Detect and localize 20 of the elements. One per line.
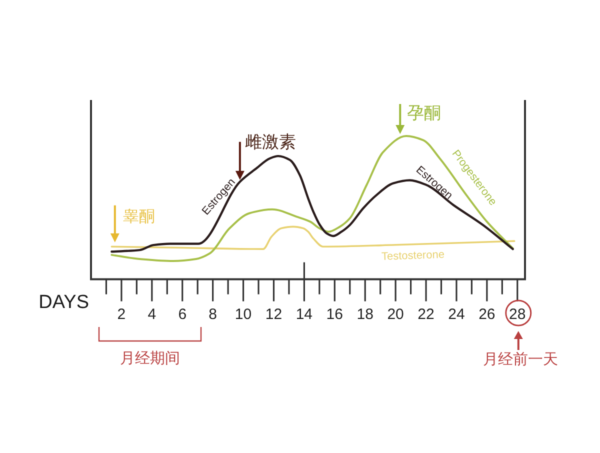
xtick-label: 16 bbox=[326, 306, 343, 323]
annotation: 睾酮 bbox=[122, 208, 155, 226]
xtick-label: 24 bbox=[448, 306, 465, 323]
annotation: 雌激素 bbox=[244, 132, 296, 152]
xtick-label: 20 bbox=[387, 306, 404, 323]
xtick-label: 8 bbox=[208, 306, 217, 323]
xtick-label: 2 bbox=[117, 306, 126, 323]
xtick-label: 6 bbox=[178, 306, 187, 323]
xtick-label: 26 bbox=[478, 306, 496, 323]
xtick-label: 18 bbox=[356, 306, 374, 323]
xtick-label: 14 bbox=[296, 306, 313, 323]
xtick-label: 10 bbox=[234, 306, 252, 323]
xtick-label: 28 bbox=[509, 306, 526, 323]
xtick-label: 12 bbox=[265, 306, 282, 323]
annotation: 孕酮 bbox=[407, 103, 442, 122]
xtick-label: 4 bbox=[148, 306, 156, 323]
xtick-label: 22 bbox=[418, 306, 434, 323]
xlabel: DAYS bbox=[38, 292, 89, 313]
annotation: 月经前一天 bbox=[482, 350, 558, 368]
annotation: 月经期间 bbox=[120, 350, 180, 367]
